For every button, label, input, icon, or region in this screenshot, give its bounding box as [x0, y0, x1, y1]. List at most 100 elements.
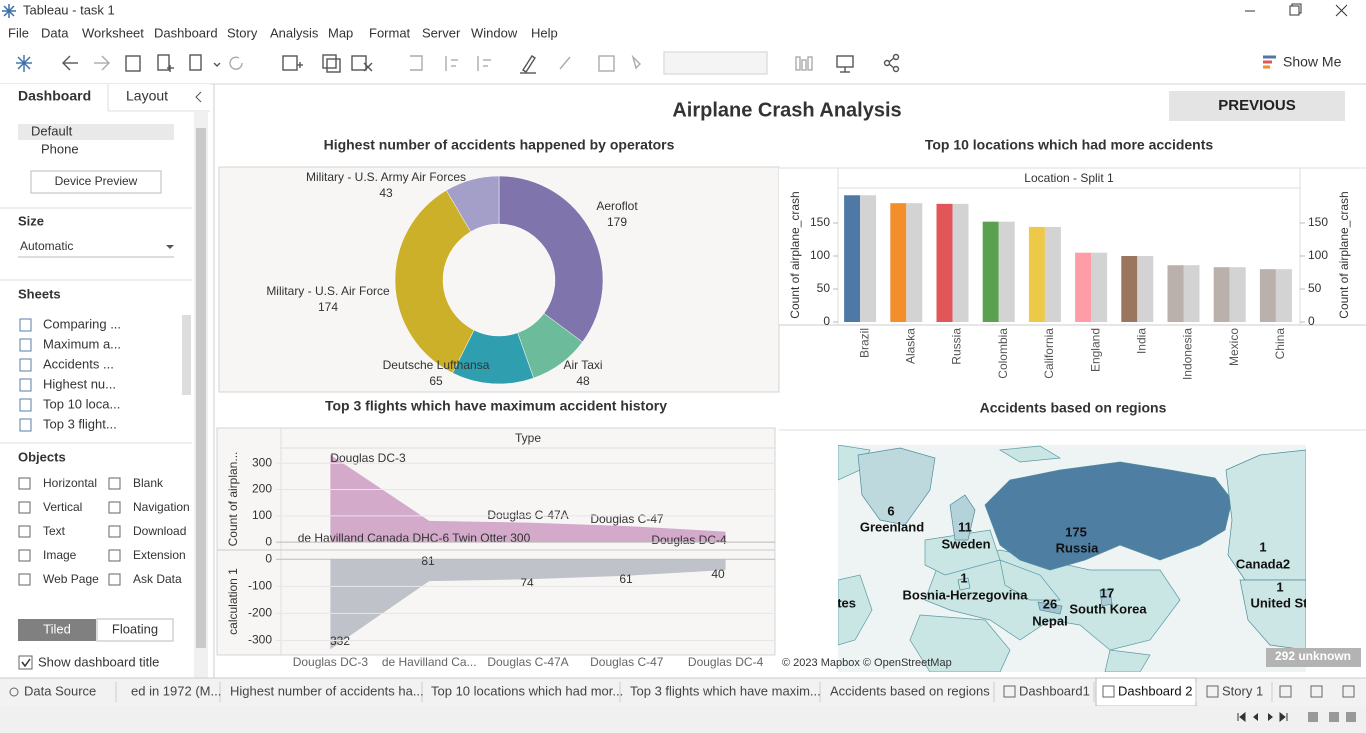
bar[interactable] — [1167, 265, 1184, 322]
sheet-item[interactable]: Accidents ... — [43, 356, 114, 371]
floating-button[interactable] — [96, 618, 174, 642]
bar-secondary[interactable] — [1137, 255, 1154, 322]
sheet-tab[interactable]: ed in 1972 (M... — [131, 683, 221, 698]
bar-secondary[interactable] — [1183, 265, 1200, 322]
size-value[interactable]: Automatic — [20, 239, 73, 253]
sheet-tab[interactable]: Dashboard1 — [1019, 683, 1090, 698]
bar[interactable] — [1121, 255, 1138, 322]
donut-slice[interactable] — [498, 175, 604, 343]
device-option[interactable]: Phone — [41, 141, 79, 156]
area[interactable] — [330, 454, 726, 543]
sheet-tab[interactable]: Top 10 locations which had mor... — [431, 683, 623, 698]
bar[interactable] — [936, 203, 953, 322]
bar[interactable] — [890, 203, 907, 322]
object-item[interactable]: Download — [133, 524, 186, 538]
bar[interactable] — [844, 195, 861, 322]
menu-item[interactable]: Map — [328, 25, 353, 40]
bar-secondary[interactable] — [1275, 269, 1292, 322]
bar-secondary[interactable] — [1229, 267, 1246, 322]
bar[interactable] — [1259, 269, 1276, 322]
object-icon — [18, 549, 31, 562]
sidebar-scroll-thumb[interactable] — [196, 128, 206, 648]
sheet-item[interactable]: Comparing ... — [43, 316, 121, 331]
bar-secondary[interactable] — [860, 195, 877, 322]
object-item[interactable]: Web Page — [43, 572, 99, 586]
sheet-item[interactable]: Top 3 flight... — [43, 416, 117, 431]
region[interactable] — [857, 447, 936, 526]
menu-item[interactable]: Format — [369, 25, 411, 40]
checkbox[interactable] — [18, 655, 33, 670]
previous-button[interactable]: PREVIOUS — [1218, 97, 1296, 114]
sheet-tab[interactable]: Highest number of accidents ha... — [230, 683, 424, 698]
y-tick-label: 150 — [810, 215, 830, 229]
region[interactable] — [949, 494, 976, 541]
collapse-sidebar[interactable] — [195, 91, 202, 103]
menu-item[interactable]: Server — [422, 25, 461, 40]
object-item[interactable]: Vertical — [43, 500, 82, 514]
region-value: 175 — [1065, 524, 1087, 539]
area[interactable] — [330, 559, 726, 650]
size-dropdown-arrow[interactable] — [166, 245, 174, 249]
object-item[interactable]: Extension — [133, 548, 186, 562]
bar-secondary[interactable] — [1044, 226, 1061, 322]
sheet-item[interactable]: Maximum a... — [43, 336, 121, 351]
device-preview-button[interactable] — [30, 170, 162, 194]
sidebar-tab[interactable]: Layout — [126, 88, 168, 104]
object-item[interactable]: Ask Data — [133, 572, 182, 586]
show-title-label[interactable]: Show dashboard title — [38, 654, 159, 669]
unknown-indicator[interactable]: 292 unknown — [1275, 649, 1351, 663]
menu-item[interactable]: Dashboard — [154, 25, 218, 40]
bar-secondary[interactable] — [952, 203, 969, 322]
bar-secondary[interactable] — [906, 203, 923, 322]
window-controls[interactable] — [1245, 3, 1348, 17]
status-nav[interactable] — [1237, 711, 1356, 723]
object-item[interactable]: Navigation — [133, 500, 190, 514]
sheet-tab[interactable]: Story 1 — [1222, 683, 1263, 698]
region[interactable] — [1099, 589, 1113, 607]
object-item[interactable]: Image — [43, 548, 77, 562]
sheet-item[interactable]: Top 10 loca... — [43, 396, 120, 411]
device-option[interactable]: Default — [31, 123, 73, 138]
show-me-button[interactable]: Show Me — [1283, 54, 1342, 70]
bar[interactable] — [982, 221, 999, 322]
sidebar-tab[interactable]: Dashboard — [18, 88, 91, 104]
sheet-tab[interactable]: Data Source — [24, 683, 96, 698]
menu-item[interactable]: Window — [471, 25, 518, 40]
region[interactable] — [957, 577, 971, 591]
bar-secondary[interactable] — [998, 221, 1015, 322]
previous-button-bg[interactable] — [1169, 91, 1345, 121]
bar[interactable] — [1028, 226, 1045, 322]
donut-slice[interactable] — [394, 189, 475, 374]
bar-secondary[interactable] — [1091, 252, 1108, 322]
menu-item[interactable]: Data — [41, 25, 69, 40]
bar[interactable] — [1213, 267, 1230, 322]
sheet-tab[interactable]: Dashboard 2 — [1118, 683, 1192, 698]
x-tick-label: Colombia — [996, 328, 1010, 379]
tab-icons[interactable] — [9, 685, 1355, 698]
sheet-tab[interactable]: Top 3 flights which have maxim... — [630, 683, 821, 698]
sheet-item[interactable]: Highest nu... — [43, 376, 116, 391]
chart-title: Accidents based on regions — [980, 400, 1167, 416]
device-preview-label[interactable]: Device Preview — [55, 174, 138, 188]
unknown-badge[interactable] — [1266, 648, 1361, 667]
layout-mode[interactable]: Floating — [112, 621, 158, 636]
region[interactable] — [1037, 601, 1063, 615]
bar[interactable] — [1075, 252, 1092, 322]
menu-item[interactable]: Story — [227, 25, 258, 40]
menu-item[interactable]: Analysis — [270, 25, 319, 40]
sheet-tab[interactable]: Accidents based on regions — [830, 683, 990, 698]
donut-slice[interactable] — [446, 175, 500, 233]
object-item[interactable]: Text — [43, 524, 66, 538]
tiled-button[interactable] — [18, 619, 96, 641]
sheets-scroll[interactable] — [182, 315, 191, 395]
object-item[interactable]: Horizontal — [43, 476, 97, 490]
toolbar-icons[interactable] — [16, 51, 1276, 75]
region[interactable] — [1239, 579, 1306, 651]
object-item[interactable]: Blank — [133, 476, 164, 490]
menu-item[interactable]: Worksheet — [82, 25, 144, 40]
menu-item[interactable]: File — [8, 25, 29, 40]
menu-item[interactable]: Help — [531, 25, 558, 40]
region[interactable] — [984, 461, 1233, 571]
layout-mode[interactable]: Tiled — [43, 621, 71, 636]
